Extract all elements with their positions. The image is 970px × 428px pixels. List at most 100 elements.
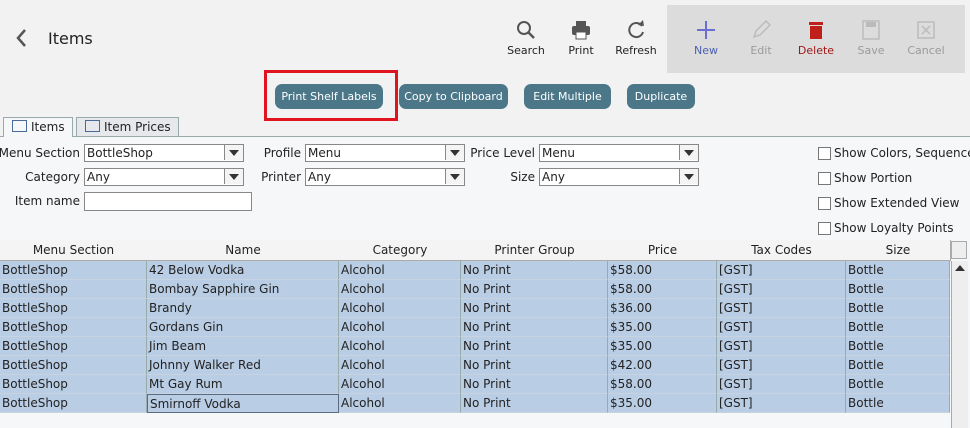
checkbox[interactable] xyxy=(818,172,831,185)
table-cell[interactable]: [GST] xyxy=(717,375,846,394)
dropdown[interactable]: Menu xyxy=(539,144,699,162)
table-cell[interactable]: $35.00 xyxy=(608,318,717,337)
table-cell[interactable]: [GST] xyxy=(717,356,846,375)
table-cell[interactable]: $58.00 xyxy=(608,375,717,394)
column-header[interactable]: Category xyxy=(339,240,462,261)
table-cell[interactable]: No Print xyxy=(461,261,608,280)
table-cell[interactable]: Gordans Gin xyxy=(147,318,339,337)
column-header[interactable]: Size xyxy=(846,240,951,261)
tab-items[interactable]: Items xyxy=(3,117,73,137)
dropdown-arrow[interactable] xyxy=(445,169,464,184)
label: Cancel xyxy=(907,44,945,57)
back-button[interactable] xyxy=(14,28,30,48)
column-header[interactable]: Printer Group xyxy=(461,240,609,261)
table-cell[interactable]: $35.00 xyxy=(608,394,717,413)
filter-label: Size xyxy=(510,170,535,184)
table-cell[interactable]: [GST] xyxy=(717,261,846,280)
table-cell[interactable]: BottleShop xyxy=(0,280,147,299)
table-cell[interactable]: Bombay Sapphire Gin xyxy=(147,280,339,299)
duplicate-button[interactable]: Duplicate xyxy=(627,84,695,109)
table-cell[interactable]: $42.00 xyxy=(608,356,717,375)
column-header[interactable]: Price xyxy=(608,240,718,261)
checkbox-label: Show Extended View xyxy=(834,196,960,210)
table-cell[interactable]: $58.00 xyxy=(608,280,717,299)
dropdown[interactable]: Any xyxy=(539,168,699,186)
table-cell[interactable]: No Print xyxy=(461,337,608,356)
edit-multiple-button[interactable]: Edit Multiple xyxy=(524,84,611,109)
copy-clipboard-button[interactable]: Copy to Clipboard xyxy=(399,84,508,109)
checkbox[interactable] xyxy=(818,222,831,235)
dropdown[interactable]: Any xyxy=(84,168,244,186)
table-cell[interactable]: No Print xyxy=(461,394,608,413)
dropdown-arrow[interactable] xyxy=(224,145,243,160)
table-cell[interactable]: No Print xyxy=(461,356,608,375)
value: Any xyxy=(542,170,565,184)
delete-button[interactable]: Delete xyxy=(788,20,844,57)
table-cell[interactable]: Bottle xyxy=(846,261,950,280)
table-cell[interactable]: Alcohol xyxy=(339,280,461,299)
dropdown-arrow[interactable] xyxy=(445,145,464,160)
table-cell[interactable]: Smirnoff Vodka xyxy=(147,394,339,413)
table-cell[interactable]: BottleShop xyxy=(0,299,147,318)
table-cell[interactable]: [GST] xyxy=(717,394,846,413)
checkbox[interactable] xyxy=(818,197,831,210)
table-cell[interactable]: Jim Beam xyxy=(147,337,339,356)
table-cell[interactable]: [GST] xyxy=(717,318,846,337)
table-cell[interactable]: $35.00 xyxy=(608,337,717,356)
column-menu[interactable] xyxy=(951,241,967,259)
table-cell[interactable]: BottleShop xyxy=(0,356,147,375)
table-cell[interactable]: $36.00 xyxy=(608,299,717,318)
table-cell[interactable]: $58.00 xyxy=(608,261,717,280)
print-shelf-labels-button[interactable]: Print Shelf Labels xyxy=(275,84,383,109)
table-cell[interactable]: [GST] xyxy=(717,299,846,318)
table-cell[interactable]: 42 Below Vodka xyxy=(147,261,339,280)
scroll-up[interactable] xyxy=(955,265,965,271)
table-cell[interactable]: [GST] xyxy=(717,337,846,356)
column-header[interactable]: Menu Section xyxy=(0,240,148,261)
table-cell[interactable]: BottleShop xyxy=(0,318,147,337)
column-header[interactable]: Name xyxy=(147,240,340,261)
dropdown[interactable]: BottleShop xyxy=(84,144,244,162)
dropdown-arrow[interactable] xyxy=(679,145,698,160)
dropdown-arrow[interactable] xyxy=(679,169,698,184)
print-button[interactable]: Print xyxy=(553,20,609,57)
table-cell[interactable]: BottleShop xyxy=(0,394,147,413)
dropdown[interactable]: Any xyxy=(305,168,465,186)
table-cell[interactable]: Johnny Walker Red xyxy=(147,356,339,375)
dropdown[interactable]: Menu xyxy=(305,144,465,162)
tab-item-prices[interactable]: Item Prices xyxy=(76,117,179,137)
table-cell[interactable]: Bottle xyxy=(846,299,950,318)
column-header[interactable]: Tax Codes xyxy=(717,240,847,261)
table-cell[interactable]: BottleShop xyxy=(0,337,147,356)
dropdown-arrow[interactable] xyxy=(224,169,243,184)
search-button[interactable]: Search xyxy=(498,20,554,57)
checkbox[interactable] xyxy=(818,147,831,160)
new-button[interactable]: New xyxy=(678,20,734,57)
table-cell[interactable]: BottleShop xyxy=(0,375,147,394)
table-cell[interactable]: Alcohol xyxy=(339,299,461,318)
table-cell[interactable]: Alcohol xyxy=(339,394,461,413)
table-cell[interactable]: Bottle xyxy=(846,318,950,337)
table-cell[interactable]: Alcohol xyxy=(339,261,461,280)
table-cell[interactable]: No Print xyxy=(461,299,608,318)
table-cell[interactable]: Alcohol xyxy=(339,375,461,394)
table-cell[interactable]: No Print xyxy=(461,318,608,337)
table-cell[interactable]: Mt Gay Rum xyxy=(147,375,339,394)
table-cell[interactable]: [GST] xyxy=(717,280,846,299)
table-cell[interactable]: Brandy xyxy=(147,299,339,318)
text-input[interactable] xyxy=(84,192,252,211)
table-cell[interactable]: No Print xyxy=(461,375,608,394)
table-cell[interactable]: Bottle xyxy=(846,375,950,394)
table-cell[interactable]: Bottle xyxy=(846,337,950,356)
table-cell[interactable]: BottleShop xyxy=(0,261,147,280)
table-cell[interactable]: Alcohol xyxy=(339,356,461,375)
table-cell[interactable]: Bottle xyxy=(846,356,950,375)
table-cell[interactable]: Alcohol xyxy=(339,337,461,356)
value: Any xyxy=(308,170,331,184)
refresh-button[interactable]: Refresh xyxy=(608,20,664,57)
label: Search xyxy=(507,44,545,57)
table-cell[interactable]: Bottle xyxy=(846,394,950,413)
table-cell[interactable]: No Print xyxy=(461,280,608,299)
table-cell[interactable]: Alcohol xyxy=(339,318,461,337)
table-cell[interactable]: Bottle xyxy=(846,280,950,299)
